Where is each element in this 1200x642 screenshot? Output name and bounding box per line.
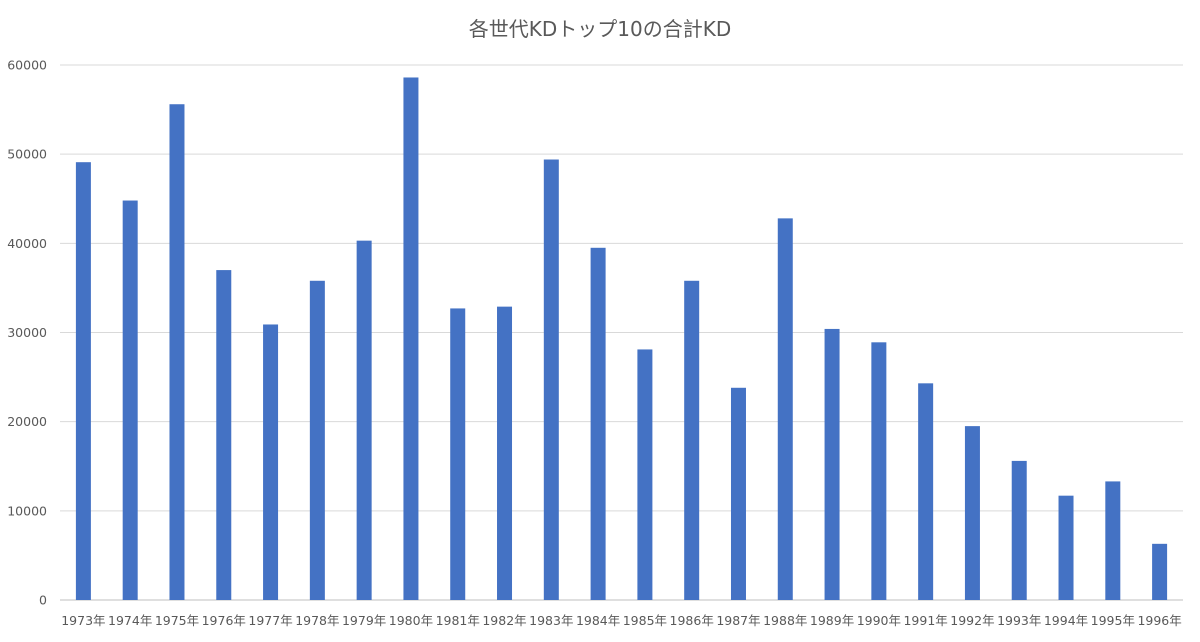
x-tick-label: 1990年 (857, 613, 901, 628)
y-tick-label: 20000 (7, 414, 47, 429)
y-tick-label: 10000 (7, 503, 47, 518)
bar-1977年 (263, 324, 279, 600)
x-tick-label: 1984年 (576, 613, 620, 628)
x-tick-label: 1976年 (202, 613, 246, 628)
x-tick-label: 1975年 (155, 613, 199, 628)
x-tick-label: 1989年 (810, 613, 854, 628)
y-axis-ticks: 0 10000 20000 30000 40000 50000 60000 (7, 58, 47, 608)
x-tick-label: 1995年 (1091, 613, 1135, 628)
x-tick-label: 1994年 (1044, 613, 1088, 628)
x-tick-label: 1979年 (342, 613, 386, 628)
bar-1984年 (590, 247, 606, 600)
x-tick-label: 1992年 (950, 613, 994, 628)
x-tick-label: 1981年 (436, 613, 480, 628)
x-tick-label: 1973年 (61, 613, 105, 628)
x-tick-label: 1987年 (716, 613, 760, 628)
x-tick-label: 1978年 (295, 613, 339, 628)
bar-1995年 (1105, 481, 1121, 600)
x-tick-label: 1988年 (763, 613, 807, 628)
bar-1986年 (684, 280, 700, 600)
x-tick-label: 1993年 (997, 613, 1041, 628)
bar-1996年 (1152, 543, 1168, 600)
y-tick-label: 40000 (7, 236, 47, 251)
x-tick-label: 1977年 (248, 613, 292, 628)
bar-1985年 (637, 349, 653, 600)
x-tick-label: 1980年 (389, 613, 433, 628)
bar-1982年 (497, 306, 513, 600)
bar-1992年 (964, 426, 980, 600)
bar-1981年 (450, 308, 466, 600)
x-tick-label: 1996年 (1137, 613, 1181, 628)
bar-1974年 (122, 200, 138, 601)
x-tick-label: 1985年 (623, 613, 667, 628)
bar-1980年 (403, 77, 419, 600)
x-tick-label: 1991年 (903, 613, 947, 628)
bar-1983年 (543, 159, 559, 600)
bar-1990年 (871, 342, 887, 600)
y-tick-label: 0 (39, 593, 47, 608)
y-tick-label: 60000 (7, 58, 47, 73)
bar-1989年 (824, 328, 840, 600)
y-tick-label: 30000 (7, 325, 47, 340)
bar-1975年 (169, 104, 185, 600)
bar-1978年 (309, 280, 325, 600)
bar-1987年 (730, 387, 746, 600)
bar-1979年 (356, 240, 372, 601)
x-tick-label: 1986年 (670, 613, 714, 628)
bar-1973年 (75, 162, 91, 601)
bar-1991年 (918, 383, 934, 600)
bar-1988年 (777, 218, 793, 600)
bars (75, 77, 1168, 601)
y-tick-label: 50000 (7, 147, 47, 162)
x-axis-ticks: 1973年 1974年 1975年 1976年 1977年 1978年 1979年 1980年… (61, 613, 1182, 628)
chart-title: 各世代KDトップ10の合計KD (469, 17, 731, 41)
bar-1976年 (216, 270, 232, 600)
gridlines (60, 64, 1183, 601)
bar-1993年 (1011, 460, 1027, 600)
bar-1994年 (1058, 495, 1074, 600)
x-tick-label: 1983年 (529, 613, 573, 628)
x-tick-label: 1974年 (108, 613, 152, 628)
x-tick-label: 1982年 (482, 613, 526, 628)
